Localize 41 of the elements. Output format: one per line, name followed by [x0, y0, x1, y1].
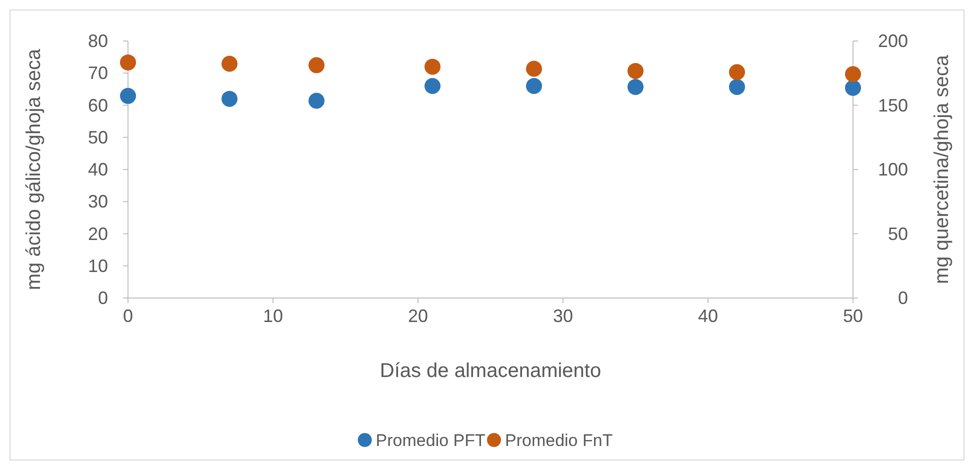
y-tick-label: 0: [98, 288, 108, 308]
point: [222, 56, 238, 72]
y-tick-label: 80: [88, 31, 108, 51]
y2-tick-label: 150: [878, 95, 908, 116]
x-tick-label: 10: [262, 306, 284, 326]
y-tick-label: 20: [88, 224, 108, 244]
y-tick-label: 50: [88, 127, 108, 148]
point: [424, 58, 440, 75]
point: [628, 78, 644, 95]
x-tick-label: 0: [122, 306, 134, 326]
legend-label: Promedio FnT: [505, 431, 613, 450]
x-axis-title: Días de almacenamiento: [380, 360, 602, 382]
x-tick-label: 20: [408, 306, 428, 326]
y-tick-label: 30: [88, 192, 108, 212]
y2-axis-title: mg quercetina/ghoja seca: [931, 54, 953, 284]
x-tick-label: 50: [842, 306, 864, 326]
point: [628, 62, 644, 79]
x-tick-label: 40: [698, 306, 718, 326]
point: [729, 78, 745, 95]
point: [526, 78, 542, 94]
y-tick-label: 60: [88, 95, 108, 116]
y-tick-label: 10: [88, 256, 108, 276]
x-tick-label: 30: [552, 306, 574, 326]
y-tick-label: 70: [88, 63, 108, 84]
point: [308, 57, 324, 74]
y2-tick-label: 100: [878, 160, 908, 180]
point: [526, 60, 542, 77]
point: [424, 78, 440, 94]
point: [308, 92, 324, 109]
y-axis-title: mg ácido gálico/ghoja seca: [23, 48, 45, 290]
point: [845, 66, 861, 82]
point: [120, 54, 136, 70]
point: [120, 88, 136, 104]
y2-tick-label: 0: [898, 288, 908, 308]
y-tick-label: 40: [88, 160, 108, 180]
point: [845, 80, 861, 96]
legend-label: Promedio PFT: [376, 431, 486, 450]
point: [222, 90, 238, 107]
y2-tick-label: 50: [888, 224, 908, 244]
point: [729, 64, 745, 80]
y2-tick-label: 200: [878, 31, 908, 51]
